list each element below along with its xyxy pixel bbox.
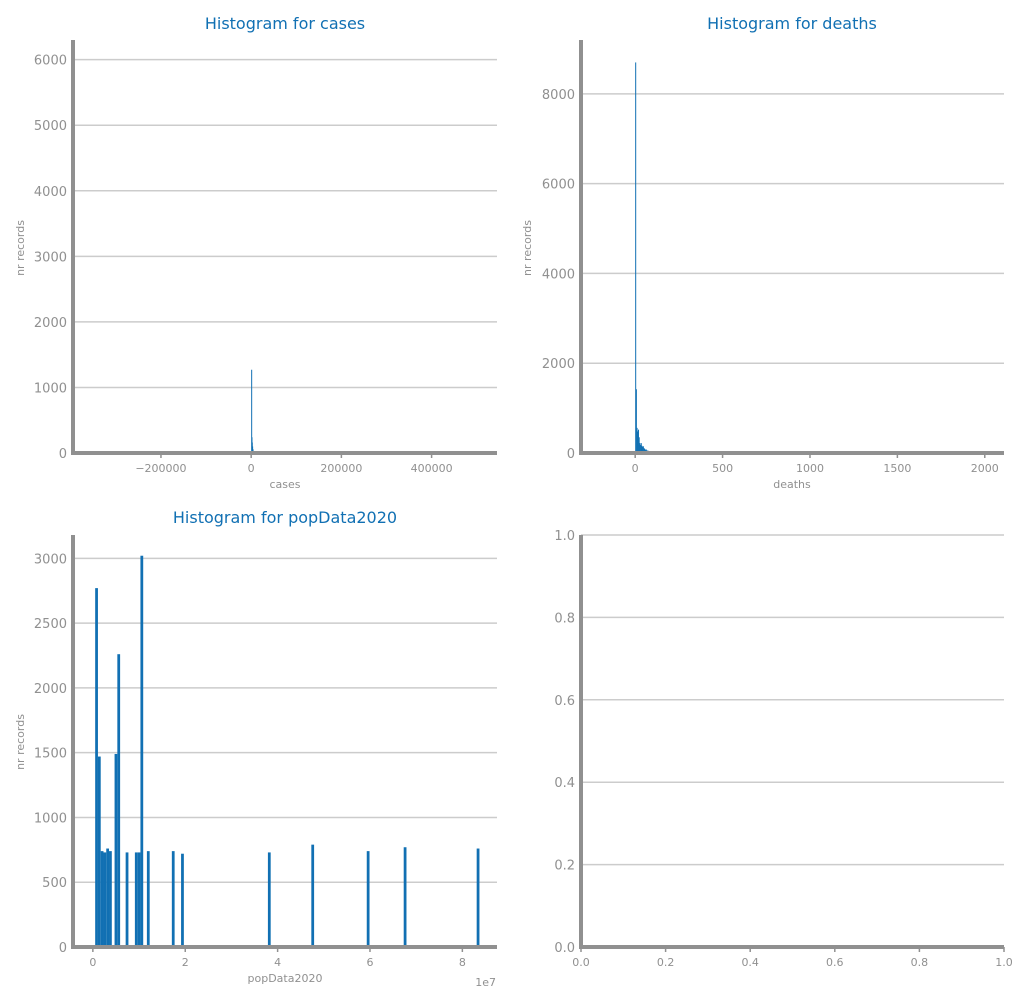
y-tick-label: 0.6 bbox=[554, 694, 575, 709]
histogram-bar bbox=[640, 444, 642, 453]
plot-area-empty: 0.0 0.2 0.4 0.6 0.8 1.0 0.0 0.2 0.4 0.6 0.8 1.0 bbox=[554, 529, 1012, 969]
x-tick-label: 1000 bbox=[796, 462, 824, 475]
x-tick-label: 0.8 bbox=[911, 956, 929, 969]
histogram-bar bbox=[640, 443, 642, 453]
histogram-bar bbox=[137, 852, 141, 947]
y-tick-label: 5000 bbox=[34, 119, 67, 134]
panel-empty: 0.0 0.2 0.4 0.6 0.8 1.0 0.0 0.2 0.4 0.6 0.8 1.0 bbox=[554, 529, 1012, 969]
plot-area-deaths: 0 2000 4000 6000 8000 0 500 1000 1500 2000 bbox=[542, 40, 1004, 475]
x-tick-label: 0.2 bbox=[657, 956, 675, 969]
x-tick-label: 1500 bbox=[883, 462, 911, 475]
x-axis-label: popData2020 bbox=[248, 972, 323, 985]
y-tick-label: 4000 bbox=[34, 185, 67, 200]
histogram-bar bbox=[100, 851, 104, 947]
x-tick-label: 200000 bbox=[320, 462, 362, 475]
panel-cases: Histogram for cases cases nr records 0 10… bbox=[14, 14, 497, 491]
histogram-bar bbox=[638, 437, 640, 453]
y-tick-label: 6000 bbox=[34, 54, 67, 69]
histogram-bar bbox=[403, 847, 407, 947]
x-tick-label: 400000 bbox=[411, 462, 453, 475]
y-tick-label: 2000 bbox=[34, 682, 67, 697]
histogram-bar bbox=[637, 431, 639, 453]
plot-area-popdata2020: 0 500 1000 1500 2000 2500 3000 0 2 4 6 8 bbox=[34, 535, 497, 969]
histogram-bar bbox=[97, 756, 101, 947]
histogram-bar bbox=[114, 753, 118, 947]
x-tick-label: 6 bbox=[366, 956, 373, 969]
chart-title: Histogram for cases bbox=[205, 14, 365, 33]
x-tick-label: 0 bbox=[248, 462, 255, 475]
y-tick-label: 3000 bbox=[34, 552, 67, 567]
histogram-bar bbox=[642, 446, 644, 453]
chart-title: Histogram for popData2020 bbox=[173, 508, 397, 527]
histogram-bar bbox=[637, 429, 639, 453]
y-tick-label: 0.4 bbox=[554, 776, 575, 791]
histogram-bar bbox=[644, 448, 646, 453]
x-tick-label: 0 bbox=[89, 956, 96, 969]
x-tick-label: 0.0 bbox=[572, 956, 590, 969]
histogram-bar bbox=[366, 851, 370, 947]
plot-area-cases: 0 1000 2000 3000 4000 5000 6000 −200000 0 200000 4… bbox=[34, 40, 497, 475]
x-tick-label: 0.6 bbox=[826, 956, 844, 969]
histogram-bar bbox=[134, 852, 138, 947]
y-tick-label: 1000 bbox=[34, 381, 67, 396]
y-tick-label: 0 bbox=[59, 447, 67, 462]
histogram-bar bbox=[267, 852, 271, 947]
y-tick-label: 8000 bbox=[542, 88, 575, 103]
x-tick-label: −200000 bbox=[135, 462, 186, 475]
chart-title: Histogram for deaths bbox=[707, 14, 877, 33]
histogram-bar bbox=[181, 853, 184, 947]
y-tick-label: 4000 bbox=[542, 267, 575, 282]
histogram-bar bbox=[109, 851, 112, 947]
y-tick-label: 2000 bbox=[34, 316, 67, 331]
histogram-bar bbox=[476, 848, 480, 947]
y-tick-label: 0.0 bbox=[554, 941, 575, 956]
y-tick-label: 0 bbox=[59, 941, 67, 956]
histogram-bar bbox=[641, 445, 643, 453]
y-tick-label: 3000 bbox=[34, 250, 67, 265]
x-tick-label: 1.0 bbox=[995, 956, 1013, 969]
histogram-bar bbox=[251, 369, 253, 453]
y-tick-label: 500 bbox=[42, 876, 67, 891]
histogram-bar bbox=[639, 443, 641, 453]
histogram-bar bbox=[311, 844, 315, 947]
y-axis-label: nr records bbox=[521, 220, 534, 276]
y-axis-label: nr records bbox=[14, 714, 27, 770]
histogram-bar bbox=[125, 852, 129, 947]
histogram-bar bbox=[106, 848, 110, 947]
histogram-bar bbox=[103, 852, 107, 947]
x-axis-label: deaths bbox=[773, 478, 811, 491]
y-tick-label: 1.0 bbox=[554, 529, 575, 544]
x-tick-label: 0 bbox=[632, 462, 639, 475]
histogram-bar bbox=[95, 588, 98, 947]
histogram-bar bbox=[643, 448, 645, 453]
y-tick-label: 6000 bbox=[542, 178, 575, 193]
y-tick-label: 0.2 bbox=[554, 859, 575, 874]
histogram-bar bbox=[140, 555, 144, 947]
y-tick-label: 0 bbox=[567, 447, 575, 462]
x-tick-label: 2000 bbox=[971, 462, 999, 475]
x-axis-label: cases bbox=[269, 478, 300, 491]
y-tick-label: 1500 bbox=[34, 747, 67, 762]
y-tick-label: 0.8 bbox=[554, 611, 575, 626]
y-tick-label: 2500 bbox=[34, 617, 67, 632]
x-tick-label: 0.4 bbox=[741, 956, 759, 969]
histogram-bar bbox=[636, 427, 638, 453]
y-tick-label: 1000 bbox=[34, 811, 67, 826]
panel-popdata2020: Histogram for popData2020 popData2020 nr… bbox=[14, 508, 497, 989]
x-tick-label: 500 bbox=[712, 462, 733, 475]
y-tick-label: 2000 bbox=[542, 357, 575, 372]
histogram-bar bbox=[635, 389, 637, 453]
histogram-bar bbox=[635, 62, 637, 454]
histogram-bar bbox=[171, 851, 175, 947]
x-axis-offset-label: 1e7 bbox=[475, 976, 496, 989]
x-tick-label: 8 bbox=[459, 956, 466, 969]
x-tick-label: 4 bbox=[274, 956, 281, 969]
y-axis-label: nr records bbox=[14, 220, 27, 276]
panel-deaths: Histogram for deaths deaths nr records 0… bbox=[521, 14, 1004, 491]
histogram-bar bbox=[146, 851, 150, 947]
histogram-bar bbox=[117, 654, 121, 947]
histogram-bar bbox=[642, 446, 644, 453]
x-tick-label: 2 bbox=[182, 956, 189, 969]
